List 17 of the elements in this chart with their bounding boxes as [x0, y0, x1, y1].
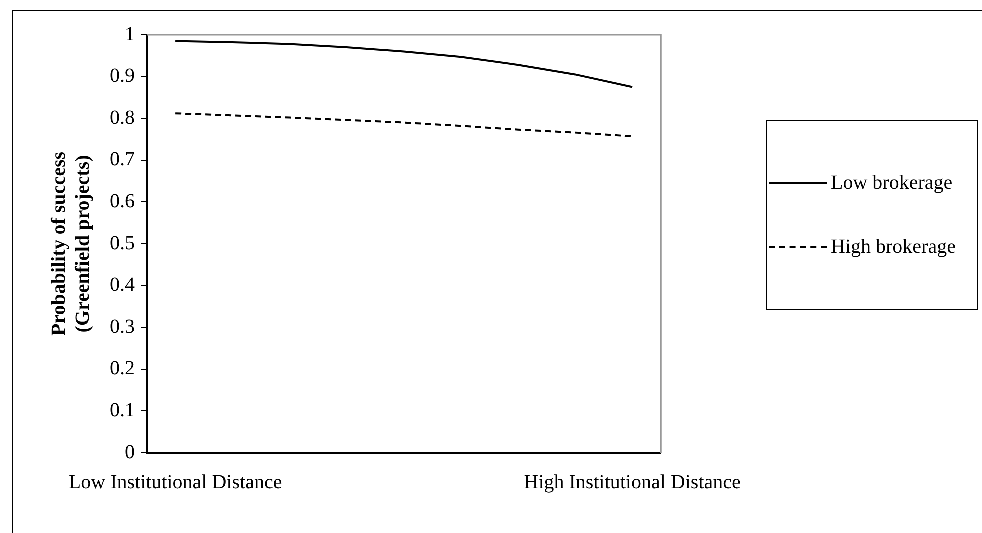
- x-tick-label: Low Institutional Distance: [68, 471, 282, 494]
- y-axis-title: Probability of success (Greenfield projects): [48, 152, 94, 336]
- y-tick-label: 0: [125, 441, 135, 464]
- y-tick-label: 0.9: [110, 65, 135, 88]
- line-series: [174, 112, 634, 138]
- y-tick-label: 0.4: [110, 274, 135, 296]
- legend-label: Low brokerage: [831, 172, 953, 194]
- y-tick-label: 0.5: [110, 232, 135, 254]
- legend-label: High brokerage: [831, 236, 956, 258]
- x-tick-label: High Institutional Distance: [524, 471, 742, 494]
- y-tick-label: 0.6: [110, 190, 135, 212]
- y-tick-label: 0.2: [110, 358, 135, 380]
- y-tick-label: 0.3: [110, 316, 135, 338]
- y-tick-label: 1: [125, 23, 135, 46]
- y-tick-label: 0.1: [110, 399, 135, 422]
- y-tick-label: 0.8: [110, 106, 135, 129]
- y-tick-label: 0.7: [110, 148, 135, 171]
